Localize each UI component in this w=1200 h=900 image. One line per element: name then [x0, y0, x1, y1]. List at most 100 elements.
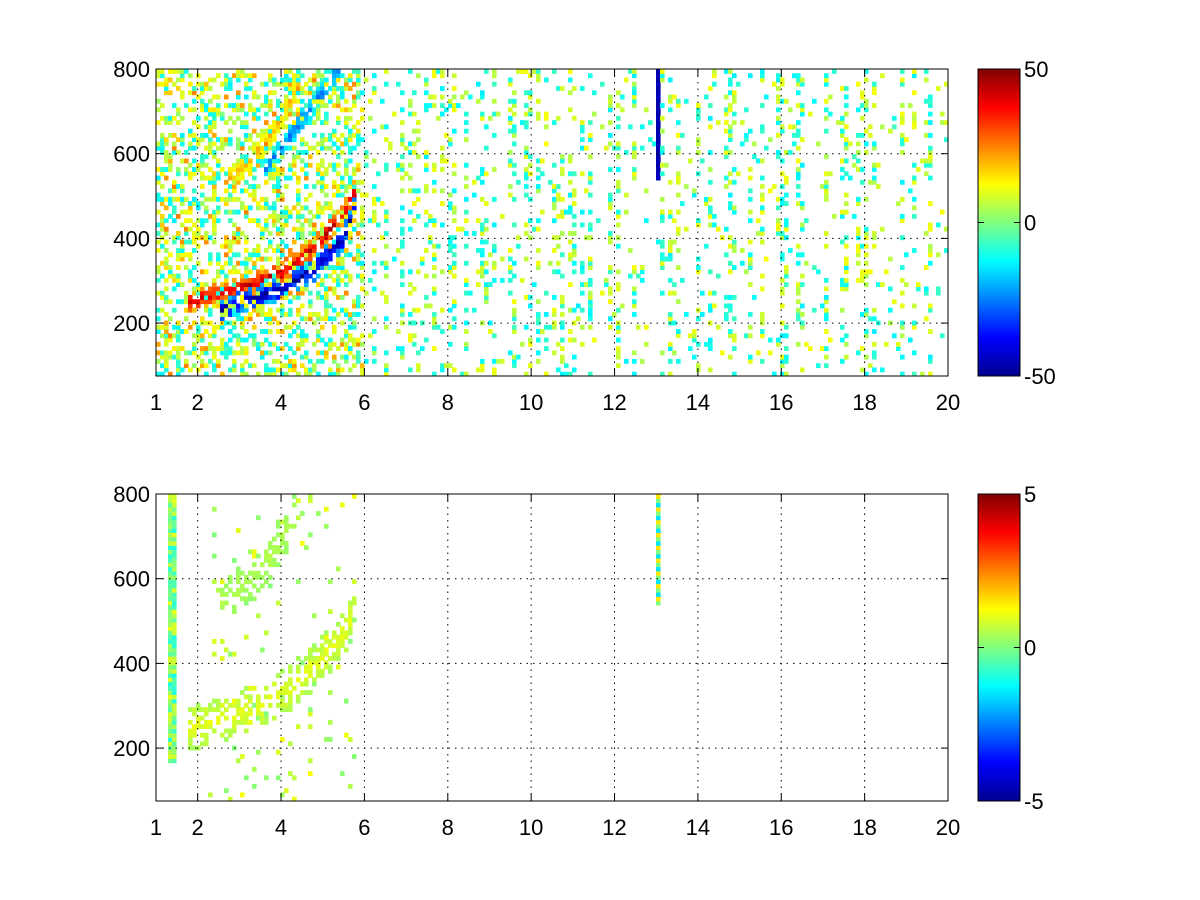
top-heatmap-cell	[220, 141, 225, 147]
top-heatmap-cell	[276, 192, 281, 198]
top-heatmap-cell	[796, 341, 801, 347]
bottom-heatmap-cell	[172, 587, 177, 593]
top-heatmap-cell	[608, 192, 613, 198]
top-heatmap-cell	[464, 320, 469, 326]
top-heatmap-cell	[748, 175, 753, 181]
top-heatmap-cell	[192, 145, 197, 151]
top-heatmap-cell	[364, 77, 369, 83]
top-heatmap-cell	[204, 209, 209, 215]
top-heatmap-cell	[292, 205, 297, 211]
top-heatmap-cell	[524, 324, 529, 330]
top-heatmap-cell	[236, 145, 241, 151]
bottom-heatmap-cell	[196, 707, 201, 713]
top-heatmap-cell	[288, 346, 293, 352]
top-heatmap-cell	[244, 239, 249, 245]
top-heatmap-cell	[588, 316, 593, 322]
top-heatmap-cell	[436, 324, 441, 330]
top-heatmap-cell	[708, 213, 713, 219]
top-heatmap-cell	[332, 269, 337, 275]
top-heatmap-cell	[336, 162, 341, 168]
top-heatmap-cell	[268, 282, 273, 288]
top-heatmap-cell	[864, 329, 869, 334]
top-heatmap-cell	[484, 124, 489, 130]
top-heatmap-cell	[492, 167, 497, 172]
bottom-heatmap-cell	[284, 519, 289, 525]
top-heatmap-cell	[288, 145, 293, 151]
top-heatmap-cell	[840, 158, 845, 164]
bottom-heatmap-cell	[316, 664, 321, 670]
top-heatmap-cell	[760, 320, 765, 326]
bottom-heatmap-cell	[308, 707, 313, 713]
top-heatmap-cell	[212, 286, 217, 292]
top-heatmap-cell	[344, 167, 349, 172]
top-heatmap-cell	[328, 367, 333, 373]
top-heatmap-cell	[320, 324, 325, 330]
bottom-heatmap-cell	[172, 536, 177, 542]
top-heatmap-cell	[680, 277, 685, 283]
bottom-heatmap-cell	[340, 634, 345, 640]
top-heatmap-cell	[252, 115, 257, 121]
top-heatmap-cell	[588, 192, 593, 198]
top-heatmap-cell	[276, 282, 281, 288]
top-heatmap-cell	[868, 179, 873, 185]
top-heatmap-cell	[324, 90, 329, 96]
top-heatmap-cell	[616, 188, 621, 194]
top-heatmap-cell	[664, 256, 669, 262]
top-heatmap-cell	[324, 303, 329, 309]
bottom-heatmap-cell	[172, 694, 177, 700]
top-heatmap-cell	[632, 167, 637, 172]
top-heatmap-cell	[204, 145, 209, 151]
bottom-heatmap-cell	[656, 549, 661, 555]
top-heatmap-cell	[172, 235, 177, 241]
top-heatmap-cell	[316, 205, 321, 211]
top-heatmap-cell	[924, 158, 929, 164]
top-heatmap-cell	[308, 312, 313, 317]
top-heatmap-cell	[260, 150, 265, 155]
top-heatmap-cell	[348, 205, 353, 211]
top-heatmap-cell	[552, 188, 557, 194]
top-heatmap-cell	[268, 90, 273, 96]
top-heatmap-cell	[268, 128, 273, 134]
top-heatmap-cell	[216, 303, 221, 309]
top-heatmap-cell	[160, 184, 165, 189]
top-heatmap-cell	[164, 120, 169, 126]
top-heatmap-cell	[260, 354, 265, 360]
top-heatmap-cell	[824, 115, 829, 121]
top-heatmap-cell	[528, 303, 533, 309]
top-heatmap-cell	[184, 329, 189, 334]
bottom-heatmap-cell	[268, 557, 273, 563]
top-heatmap-cell	[360, 363, 365, 369]
top-heatmap-cell	[164, 205, 169, 211]
top-heatmap-cell	[328, 303, 333, 309]
top-heatmap-cell	[412, 90, 417, 96]
top-heatmap-cell	[660, 218, 665, 224]
top-heatmap-cell	[384, 167, 389, 172]
top-heatmap-cell	[220, 350, 225, 356]
top-heatmap-cell	[184, 218, 189, 224]
top-heatmap-cell	[284, 115, 289, 121]
bottom-heatmap-cell	[240, 570, 245, 576]
top-heatmap-cell	[216, 137, 221, 143]
top-heatmap-cell	[356, 128, 361, 134]
top-heatmap-cell	[328, 252, 333, 258]
top-heatmap-cell	[528, 171, 533, 177]
top-heatmap-cell	[236, 171, 241, 177]
top-heatmap-cell	[480, 239, 485, 245]
top-heatmap-cell	[764, 145, 769, 151]
top-heatmap-cell	[416, 363, 421, 369]
top-heatmap-cell	[352, 324, 357, 330]
top-heatmap-cell	[284, 124, 289, 130]
top-heatmap-cell	[480, 179, 485, 185]
top-heatmap-cell	[872, 162, 877, 168]
top-heatmap-cell	[204, 363, 209, 369]
top-heatmap-cell	[476, 218, 481, 224]
top-heatmap-cell	[328, 137, 333, 143]
top-heatmap-cell	[400, 226, 405, 232]
top-heatmap-cell	[748, 358, 753, 364]
top-heatmap-cell	[284, 312, 289, 317]
top-heatmap-cell	[872, 354, 877, 360]
top-heatmap-cell	[776, 196, 781, 202]
top-heatmap-cell	[632, 175, 637, 181]
top-heatmap-cell	[900, 137, 905, 143]
top-heatmap-cell	[372, 158, 377, 164]
